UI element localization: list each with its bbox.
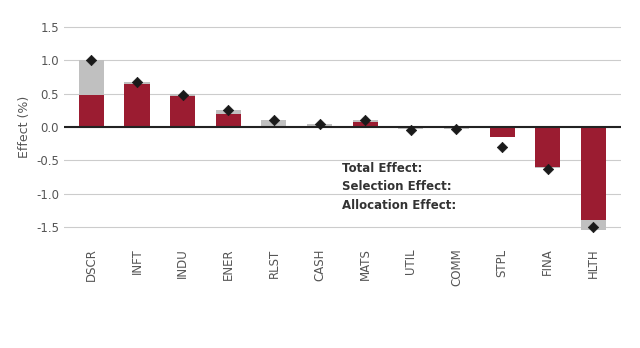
Text: Selection Effect:: Selection Effect: bbox=[342, 180, 452, 193]
Legend: Selection Effect, Allocation Effect, Total Effect: Selection Effect, Allocation Effect, Tot… bbox=[166, 343, 518, 348]
Bar bbox=[79, 61, 104, 95]
Total Effect bbox=[132, 79, 142, 85]
Bar bbox=[261, 120, 287, 127]
Bar bbox=[398, 127, 424, 129]
Bar bbox=[124, 82, 150, 84]
Bar bbox=[216, 114, 241, 127]
Y-axis label: Effect (%): Effect (%) bbox=[17, 96, 31, 158]
Bar bbox=[535, 127, 561, 167]
Total Effect bbox=[360, 118, 371, 123]
Total Effect bbox=[269, 118, 279, 123]
Bar bbox=[581, 220, 606, 230]
Bar bbox=[535, 167, 561, 168]
Bar bbox=[581, 127, 606, 230]
Total Effect bbox=[177, 92, 188, 98]
Bar bbox=[444, 127, 469, 128]
Total Effect bbox=[497, 144, 508, 150]
Bar bbox=[216, 110, 241, 114]
Total Effect bbox=[543, 166, 553, 172]
Bar bbox=[353, 120, 378, 122]
Total Effect bbox=[588, 224, 598, 230]
Bar bbox=[170, 96, 195, 127]
Text: Total Effect:: Total Effect: bbox=[342, 162, 423, 175]
Bar bbox=[307, 124, 332, 127]
Bar bbox=[444, 128, 469, 129]
Total Effect bbox=[406, 128, 416, 133]
Total Effect bbox=[314, 121, 324, 126]
Total Effect bbox=[86, 57, 97, 63]
Bar bbox=[490, 127, 515, 137]
Total Effect bbox=[223, 108, 234, 113]
Total Effect bbox=[451, 126, 461, 132]
Bar bbox=[353, 122, 378, 127]
Bar bbox=[170, 94, 195, 96]
Bar bbox=[124, 84, 150, 127]
Bar bbox=[79, 95, 104, 127]
Text: Allocation Effect:: Allocation Effect: bbox=[342, 199, 457, 212]
